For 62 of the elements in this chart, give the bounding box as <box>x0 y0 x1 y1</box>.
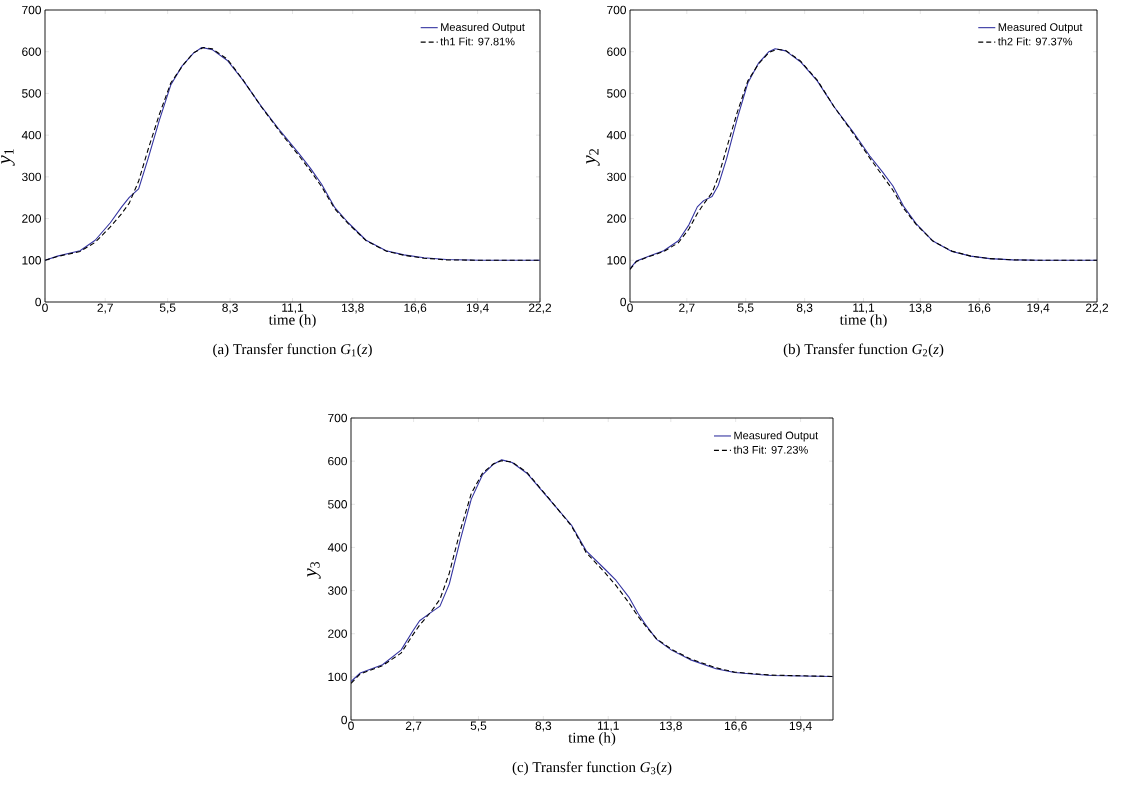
x-tick-label: 5,5 <box>737 303 754 314</box>
x-tick-label: 13,8 <box>341 303 364 314</box>
y-tick-label: 700 <box>328 413 348 423</box>
x-tick-label: 19,4 <box>466 303 489 314</box>
x-tick-label: 0 <box>348 721 354 730</box>
x-tick-label: 11,1 <box>282 303 304 314</box>
y-tick-label: 400 <box>21 130 42 140</box>
x-tick-label: 11,1 <box>597 721 619 732</box>
legend-label: th2 Fit: 97.37% <box>997 37 1073 46</box>
legend-label: Measured Output <box>441 22 525 34</box>
x-tick-label: 0 <box>627 303 633 312</box>
x-tick-label: 5,5 <box>470 721 487 732</box>
x-tick-label: 2,7 <box>405 721 422 732</box>
legend-label: th1 Fit: 97.81% <box>440 37 515 46</box>
x-tick-label: 8,3 <box>535 721 552 732</box>
y-tick-label: 600 <box>328 456 348 466</box>
y-tick-label: 500 <box>22 89 42 98</box>
y-tick-label: 300 <box>327 586 348 595</box>
y-tick-label: 400 <box>327 543 348 552</box>
x-tick-label: 8,3 <box>796 303 813 314</box>
y-axis-title: y$_{1}$ <box>1 149 15 166</box>
x-tick-label: 13,8 <box>660 721 682 732</box>
x-axis-title: time (h) <box>268 314 316 328</box>
legend-label: Measured Output <box>998 22 1083 34</box>
y-tick-label: 400 <box>606 130 627 140</box>
x-axis-title: time (h) <box>568 732 616 746</box>
y-tick-label: 200 <box>22 214 42 223</box>
y-axis-title: y$_{3}$ <box>307 561 321 579</box>
legend-label: Measured Output <box>734 431 819 442</box>
x-tick-label: 19,4 <box>1027 303 1050 314</box>
y-tick-label: 500 <box>607 89 627 98</box>
legend-label: th3 Fit: 97.23% <box>733 445 808 454</box>
x-tick-label: 5,5 <box>159 303 176 314</box>
y-tick-label: 200 <box>607 214 627 223</box>
y-axis-title: y$_{2}$ <box>586 149 600 166</box>
x-tick-label: 16,6 <box>724 721 747 732</box>
x-tick-label: 16,6 <box>968 303 991 314</box>
x-tick-label: 22,2 <box>528 303 552 314</box>
x-tick-label: 2,7 <box>679 303 695 314</box>
y-tick-label: 600 <box>22 47 42 56</box>
x-tick-label: 19,4 <box>789 721 812 732</box>
x-tick-label: 16,6 <box>404 303 427 314</box>
x-tick-label: 0 <box>42 303 48 312</box>
x-axis-title: time (h) <box>839 314 887 328</box>
x-tick-label: 8,3 <box>222 303 238 314</box>
x-tick-label: 11,1 <box>853 303 875 314</box>
y-tick-label: 600 <box>607 47 627 56</box>
text: (c) Transfer function G$_{3}$(z) <box>512 761 672 776</box>
y-tick-label: 100 <box>328 672 348 682</box>
x-tick-label: 22,2 <box>1085 303 1109 314</box>
y-tick-label: 300 <box>606 172 627 182</box>
x-tick-label: 2,7 <box>97 303 113 314</box>
y-tick-label: 300 <box>21 172 42 182</box>
y-tick-label: 500 <box>328 500 348 509</box>
y-tick-label: 100 <box>607 256 627 265</box>
text: (b) Transfer function G$_{2}$(z) <box>783 343 944 358</box>
y-tick-label: 100 <box>22 256 42 265</box>
y-tick-label: 700 <box>607 5 627 15</box>
y-tick-label: 200 <box>328 629 348 638</box>
y-tick-label: 700 <box>22 5 42 15</box>
x-tick-label: 13,8 <box>909 303 932 314</box>
text: (a) Transfer function G$_{1}$(z) <box>213 343 372 358</box>
